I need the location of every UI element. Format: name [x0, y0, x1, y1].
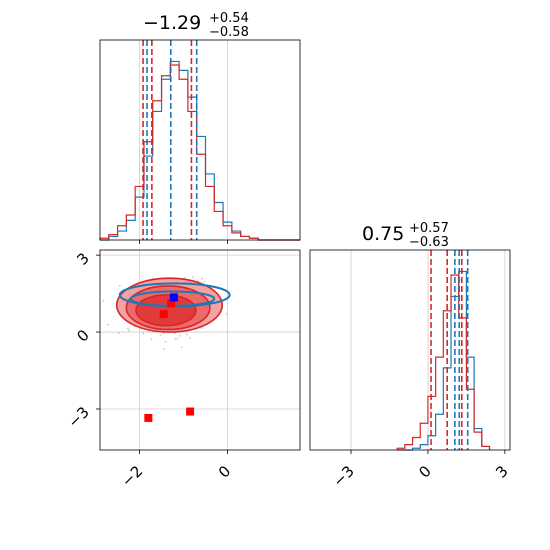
joint-sample-point: [203, 280, 206, 283]
hist2-series-blue: [397, 270, 491, 451]
title-2-value: 0.75: [362, 223, 404, 245]
joint-sample-point: [178, 334, 181, 337]
joint-sample-point: [118, 332, 120, 334]
joint-sample-point: [164, 340, 167, 343]
hist2-series-red: [396, 274, 491, 450]
title-param-1: −1.29 +0.54 −0.58: [143, 11, 249, 40]
joint-sample-point: [185, 333, 188, 336]
joint-sample-point: [128, 329, 130, 332]
hist2-xtick-label-0: −3: [329, 462, 357, 490]
joint-sample-point: [173, 332, 176, 335]
hist2-xtick-label-2: 3: [492, 462, 511, 481]
joint-ytick-label-2: 3: [73, 249, 92, 268]
joint-sample-point: [176, 337, 179, 340]
histogram-param-2-panel: −3 0 3: [309, 249, 512, 490]
hist1-series-blue: [100, 60, 300, 241]
joint-red-marker-1: [159, 310, 168, 319]
joint-sample-point: [201, 327, 203, 329]
joint-sample-point: [133, 326, 136, 328]
joint-sample-point: [163, 347, 165, 350]
joint-sample-point: [189, 337, 191, 340]
joint-sample-point: [118, 284, 121, 287]
joint-ytick-label-1: 0: [73, 326, 92, 345]
hist1-series-red: [99, 64, 300, 241]
joint-xtick-label-1: 0: [215, 462, 234, 481]
joint-sample-point: [162, 332, 165, 335]
joint-sample-point: [150, 338, 153, 341]
joint-red-marker-2: [144, 413, 153, 422]
title-1-minus: −0.58: [209, 25, 249, 40]
title-2-minus: −0.63: [409, 235, 449, 250]
joint-sample-point: [191, 276, 194, 279]
joint-sample-point: [102, 299, 105, 302]
hist2-frame: [309, 249, 511, 451]
title-1-value: −1.29: [143, 12, 201, 34]
hist1-frame: [99, 39, 301, 241]
joint-frame: [99, 249, 301, 451]
joint-xtick-label-0: −2: [118, 462, 146, 490]
joint-sample-point: [142, 332, 145, 335]
joint-sample-point: [174, 337, 177, 340]
joint-sample-point: [201, 277, 204, 280]
joint-red-marker-3: [186, 407, 195, 416]
title-param-2: 0.75 +0.57 −0.63: [362, 221, 449, 250]
joint-sample-point: [106, 323, 109, 326]
joint-sample-point: [180, 346, 183, 349]
title-2-plus: +0.57: [409, 221, 449, 236]
joint-sample-point: [127, 327, 129, 330]
hist2-xtick-label-1: 0: [415, 462, 434, 481]
joint-2d-panel: −2 0 −3 0 3: [64, 249, 301, 490]
joint-ytick-label-0: −3: [64, 403, 92, 431]
title-1-plus: +0.54: [209, 11, 249, 26]
joint-sample-point: [160, 334, 162, 337]
joint-blue-marker-0: [169, 293, 178, 302]
joint-red-marker-0: [167, 299, 176, 308]
histogram-param-1-panel: [99, 39, 301, 244]
